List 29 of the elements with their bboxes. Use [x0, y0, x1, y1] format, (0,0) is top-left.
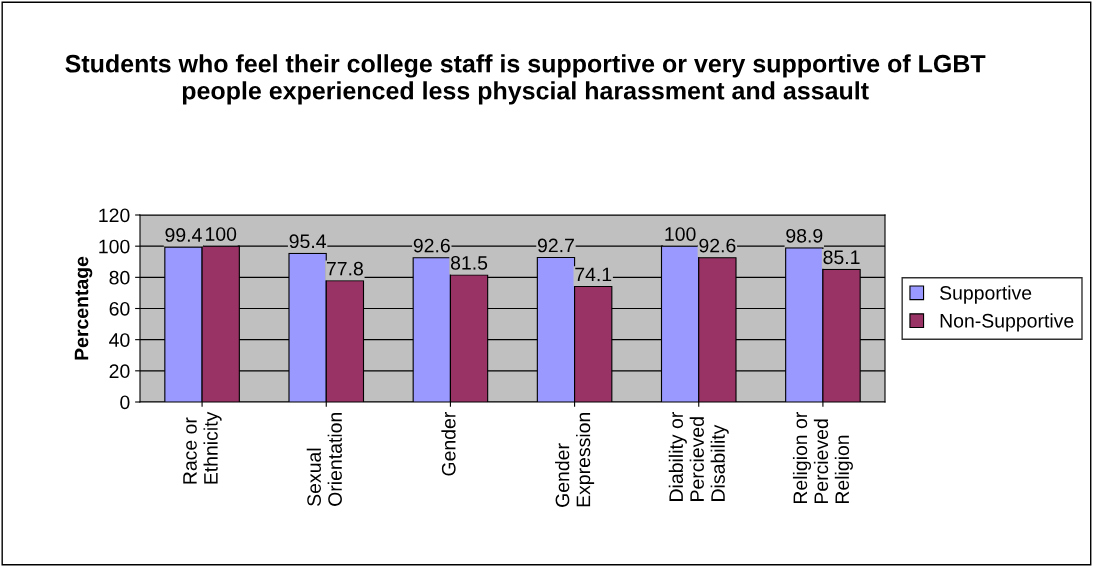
y-tick-label: 20: [109, 364, 130, 379]
y-axis-title: Percentage: [74, 256, 93, 360]
y-tick-label: 120: [99, 208, 130, 223]
x-tick-label: Gender: [441, 412, 456, 476]
data-label: 85.1: [823, 250, 860, 265]
data-label: 77.8: [326, 261, 363, 276]
x-tick-label: Race or Ethnicity: [183, 411, 222, 484]
legend-label: Non-Supportive: [940, 313, 1074, 332]
y-tick-label: 60: [109, 301, 130, 316]
y-tick-label: 80: [109, 270, 130, 285]
chart-title: Students who feel their college staff is supportive or very supportive of LGBT people experienced less physcial harassment and assault: [65, 54, 986, 105]
y-tick-label: 0: [120, 395, 130, 410]
data-label: 100: [205, 227, 237, 241]
data-label: 92.6: [699, 238, 736, 253]
data-label: 92.7: [537, 238, 574, 253]
data-label: 95.4: [289, 234, 326, 249]
x-tick-label: Gender Expression: [555, 412, 595, 507]
data-label: 100: [665, 227, 696, 241]
data-label: 92.6: [413, 238, 450, 253]
y-tick-label: 100: [99, 239, 130, 254]
legend-label: Supportive: [940, 285, 1032, 304]
x-tick-label: Sexual Orientation: [306, 412, 342, 506]
data-label: 98.9: [786, 228, 823, 243]
data-label: 99.4: [165, 228, 202, 242]
data-label: 81.5: [450, 255, 488, 270]
x-tick-label: Diability or Percieved Disability: [668, 412, 729, 501]
y-tick-label: 40: [109, 333, 130, 347]
x-tick-label: Religion or Percieved Religion: [792, 412, 853, 504]
data-label: 74.1: [575, 267, 612, 282]
